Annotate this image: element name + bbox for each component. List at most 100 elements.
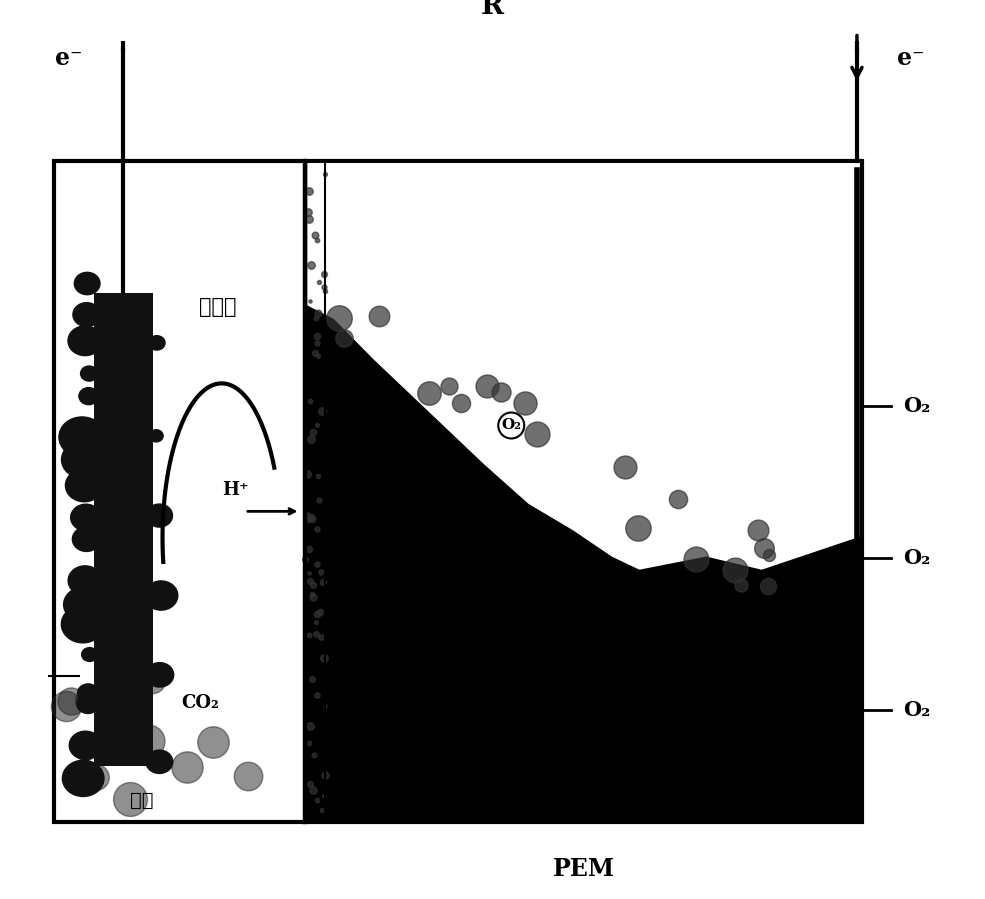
Point bbox=[309, 688, 325, 702]
Point bbox=[755, 540, 771, 555]
Point bbox=[302, 294, 318, 308]
Text: 阳极: 阳极 bbox=[130, 791, 154, 810]
Point bbox=[317, 699, 333, 713]
Point bbox=[302, 394, 318, 408]
Point bbox=[303, 258, 319, 272]
Point bbox=[422, 387, 437, 401]
Point bbox=[309, 417, 325, 432]
Point bbox=[73, 768, 89, 782]
Point bbox=[307, 345, 323, 360]
Point bbox=[331, 310, 347, 325]
Point bbox=[297, 552, 313, 566]
Point bbox=[441, 378, 457, 393]
Circle shape bbox=[73, 303, 100, 326]
Point bbox=[306, 748, 322, 762]
Point bbox=[144, 672, 160, 687]
Point bbox=[727, 564, 743, 578]
Circle shape bbox=[64, 587, 103, 622]
Point bbox=[304, 587, 320, 601]
Point bbox=[630, 521, 646, 536]
Circle shape bbox=[68, 326, 102, 356]
Circle shape bbox=[81, 366, 98, 381]
Bar bbox=[364, 0, 621, 35]
Circle shape bbox=[77, 694, 99, 714]
Point bbox=[316, 650, 332, 664]
Point bbox=[307, 227, 323, 242]
Point bbox=[309, 607, 325, 621]
Point bbox=[760, 579, 776, 593]
Point bbox=[302, 510, 318, 524]
Point bbox=[617, 459, 632, 474]
Point bbox=[761, 548, 777, 563]
Point bbox=[122, 791, 138, 806]
Circle shape bbox=[61, 441, 104, 478]
Point bbox=[313, 629, 329, 644]
Circle shape bbox=[146, 750, 172, 773]
Point bbox=[309, 521, 325, 536]
Bar bbox=[94, 293, 153, 766]
Circle shape bbox=[68, 565, 102, 595]
Bar bbox=[54, 161, 305, 822]
Point bbox=[239, 769, 255, 783]
Point bbox=[479, 378, 494, 393]
Point bbox=[309, 793, 325, 807]
Text: e⁻: e⁻ bbox=[55, 47, 83, 70]
Text: 有机物: 有机物 bbox=[199, 297, 236, 316]
Text: R: R bbox=[481, 0, 504, 21]
Point bbox=[310, 306, 326, 320]
Point bbox=[303, 512, 319, 527]
Circle shape bbox=[149, 430, 164, 442]
Point bbox=[305, 424, 321, 439]
Point bbox=[300, 205, 316, 219]
Text: O₂: O₂ bbox=[903, 699, 931, 719]
Bar bbox=[305, 161, 862, 822]
Point bbox=[315, 574, 331, 589]
Point bbox=[305, 578, 321, 592]
Point bbox=[310, 275, 326, 289]
Point bbox=[301, 719, 317, 734]
Point bbox=[312, 565, 328, 579]
Circle shape bbox=[149, 335, 165, 350]
Point bbox=[309, 335, 325, 350]
Point bbox=[317, 768, 333, 782]
Point bbox=[317, 284, 333, 298]
Point bbox=[316, 789, 332, 804]
Circle shape bbox=[74, 272, 100, 295]
Point bbox=[670, 492, 686, 506]
Point bbox=[336, 331, 352, 345]
Point bbox=[314, 404, 330, 418]
Point bbox=[317, 167, 333, 182]
Point bbox=[302, 777, 318, 791]
Point bbox=[299, 508, 315, 522]
Circle shape bbox=[78, 684, 98, 702]
Circle shape bbox=[62, 761, 104, 797]
Point bbox=[301, 736, 317, 751]
Point bbox=[301, 628, 317, 643]
Point bbox=[371, 308, 387, 323]
Point bbox=[310, 469, 326, 484]
Text: O₂: O₂ bbox=[903, 547, 931, 567]
Point bbox=[303, 672, 319, 687]
Point bbox=[301, 542, 317, 556]
Circle shape bbox=[146, 663, 173, 687]
Point bbox=[316, 280, 332, 294]
Point bbox=[493, 385, 509, 399]
Text: e⁻: e⁻ bbox=[897, 47, 925, 70]
Point bbox=[301, 574, 317, 589]
Point bbox=[63, 694, 79, 708]
Point bbox=[179, 760, 195, 774]
Point bbox=[299, 467, 315, 481]
Point bbox=[734, 578, 750, 592]
Point bbox=[311, 493, 327, 507]
Text: CO₂: CO₂ bbox=[181, 694, 219, 712]
Point bbox=[453, 396, 469, 410]
Circle shape bbox=[82, 647, 98, 662]
Point bbox=[310, 349, 326, 363]
Point bbox=[301, 566, 317, 581]
Point bbox=[300, 512, 316, 527]
Circle shape bbox=[72, 527, 100, 551]
Text: O₂: O₂ bbox=[903, 396, 931, 415]
Point bbox=[309, 328, 325, 343]
Point bbox=[517, 396, 533, 410]
Point bbox=[308, 311, 324, 325]
